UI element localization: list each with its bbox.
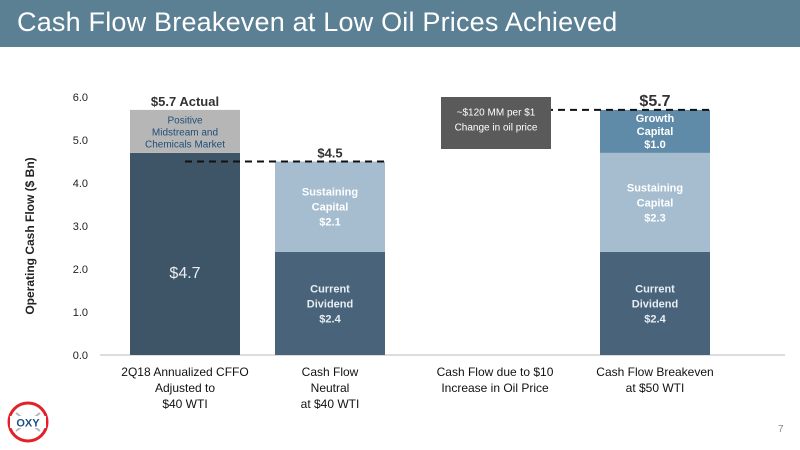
- category-label: Cash Flow Breakeven at $50 WTI: [596, 365, 714, 395]
- bar-segment: [600, 109, 710, 153]
- category-label: Cash Flow due to $10 Increase in Oil Pri…: [436, 365, 554, 395]
- bar-total-label: $4.5: [317, 146, 342, 161]
- title-bar: Cash Flow Breakeven at Low Oil Prices Ac…: [0, 0, 800, 47]
- note-box-text: ~$120 MM per $1 Change in oil price: [455, 108, 538, 134]
- bar-segment: [600, 152, 710, 252]
- bar-segment: [600, 251, 710, 355]
- category-label: Cash Flow Neutral at $40 WTI: [300, 365, 360, 411]
- segment-label: Current Dividend $2.4: [307, 283, 353, 325]
- segment-label: $4.7: [169, 265, 200, 282]
- segment-label: Sustaining Capital $2.3: [627, 182, 683, 224]
- bar-total-label: $5.7: [639, 93, 670, 110]
- y-tick-label: 4.0: [73, 178, 88, 190]
- segment-label: Positive Midstream and Chemicals Market: [145, 115, 225, 150]
- bar-segment: [130, 152, 240, 355]
- bar-segment: [130, 109, 240, 153]
- y-tick-label: 3.0: [73, 221, 88, 233]
- bar-segment: [275, 161, 385, 252]
- segment-label: Growth Capital $1.0: [636, 113, 675, 151]
- y-tick-label: 5.0: [73, 135, 88, 147]
- logo-text: OXY: [16, 418, 40, 430]
- y-tick-label: 1.0: [73, 307, 88, 319]
- category-label: 2Q18 Annualized CFFO Adjusted to $40 WTI: [121, 365, 249, 411]
- y-tick-label: 2.0: [73, 264, 88, 276]
- y-tick-label: 6.0: [73, 92, 88, 104]
- note-box: [441, 97, 551, 149]
- cash-flow-chart: 0.0 1.0 2.0 3.0 4.0 5.0 6.0 $4.7 Positive Midstre…: [73, 92, 785, 362]
- y-tick-label: 0.0: [73, 350, 88, 362]
- oxy-logo-icon: OXY: [7, 401, 49, 443]
- bar-segment: [275, 251, 385, 355]
- page-title: Cash Flow Breakeven at Low Oil Prices Ac…: [17, 7, 618, 37]
- page-number: 7: [778, 424, 784, 435]
- segment-label: Current Dividend $2.4: [632, 283, 678, 325]
- segment-label: Sustaining Capital $2.1: [302, 187, 358, 229]
- bar-total-label: $5.7 Actual: [151, 94, 219, 109]
